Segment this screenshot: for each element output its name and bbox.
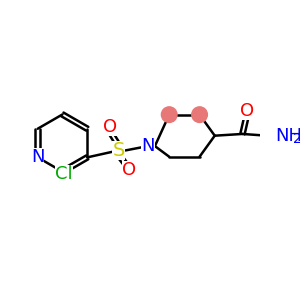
Circle shape (161, 107, 177, 122)
Circle shape (192, 107, 207, 122)
Text: O: O (240, 101, 254, 119)
Text: N: N (141, 137, 155, 155)
Text: NH: NH (275, 127, 300, 145)
Text: O: O (103, 118, 117, 136)
Text: O: O (122, 160, 136, 178)
Text: N: N (31, 148, 44, 166)
Text: 2: 2 (293, 132, 300, 146)
Text: Cl: Cl (56, 165, 73, 183)
Text: S: S (112, 141, 125, 160)
